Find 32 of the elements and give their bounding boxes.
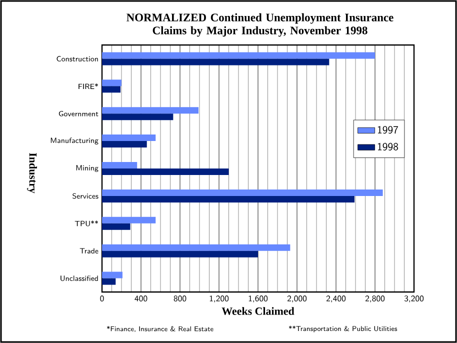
bar xyxy=(102,141,147,148)
bar xyxy=(102,223,130,230)
bar xyxy=(102,272,122,278)
bar xyxy=(102,134,156,142)
bar xyxy=(102,189,383,196)
bar xyxy=(102,250,258,258)
x-tick-label: 400 xyxy=(134,296,148,302)
bar xyxy=(102,162,138,169)
bar xyxy=(102,196,355,202)
bar xyxy=(102,168,229,176)
bar xyxy=(102,107,199,114)
y-axis-title: Industry xyxy=(27,152,37,194)
bar xyxy=(102,244,290,251)
x-tick-label: 1,200 xyxy=(210,296,229,302)
x-tick-label: 2,400 xyxy=(326,296,346,302)
x-tick-label: 800 xyxy=(174,296,186,302)
legend-label: 1998 xyxy=(378,142,398,150)
x-tick-label: 3,200 xyxy=(404,296,424,302)
bar xyxy=(102,114,174,120)
x-tick-label: 2,800 xyxy=(365,296,385,302)
bar xyxy=(102,80,122,86)
x-tick-label: 2,000 xyxy=(287,296,307,302)
bar xyxy=(102,58,330,66)
x-axis-title: Weeks Claimed xyxy=(222,307,294,315)
bar xyxy=(102,52,376,59)
legend-label: 1997 xyxy=(378,126,398,134)
x-tick-label: 0 xyxy=(100,296,104,302)
bar xyxy=(102,216,156,224)
bar xyxy=(102,86,121,93)
chart-title: NORMALIZED Continued Unemployment Insurance Claims by Major Industry, November 1998 xyxy=(126,13,394,37)
x-tick-label: 1,600 xyxy=(248,296,268,302)
bar xyxy=(102,278,116,285)
